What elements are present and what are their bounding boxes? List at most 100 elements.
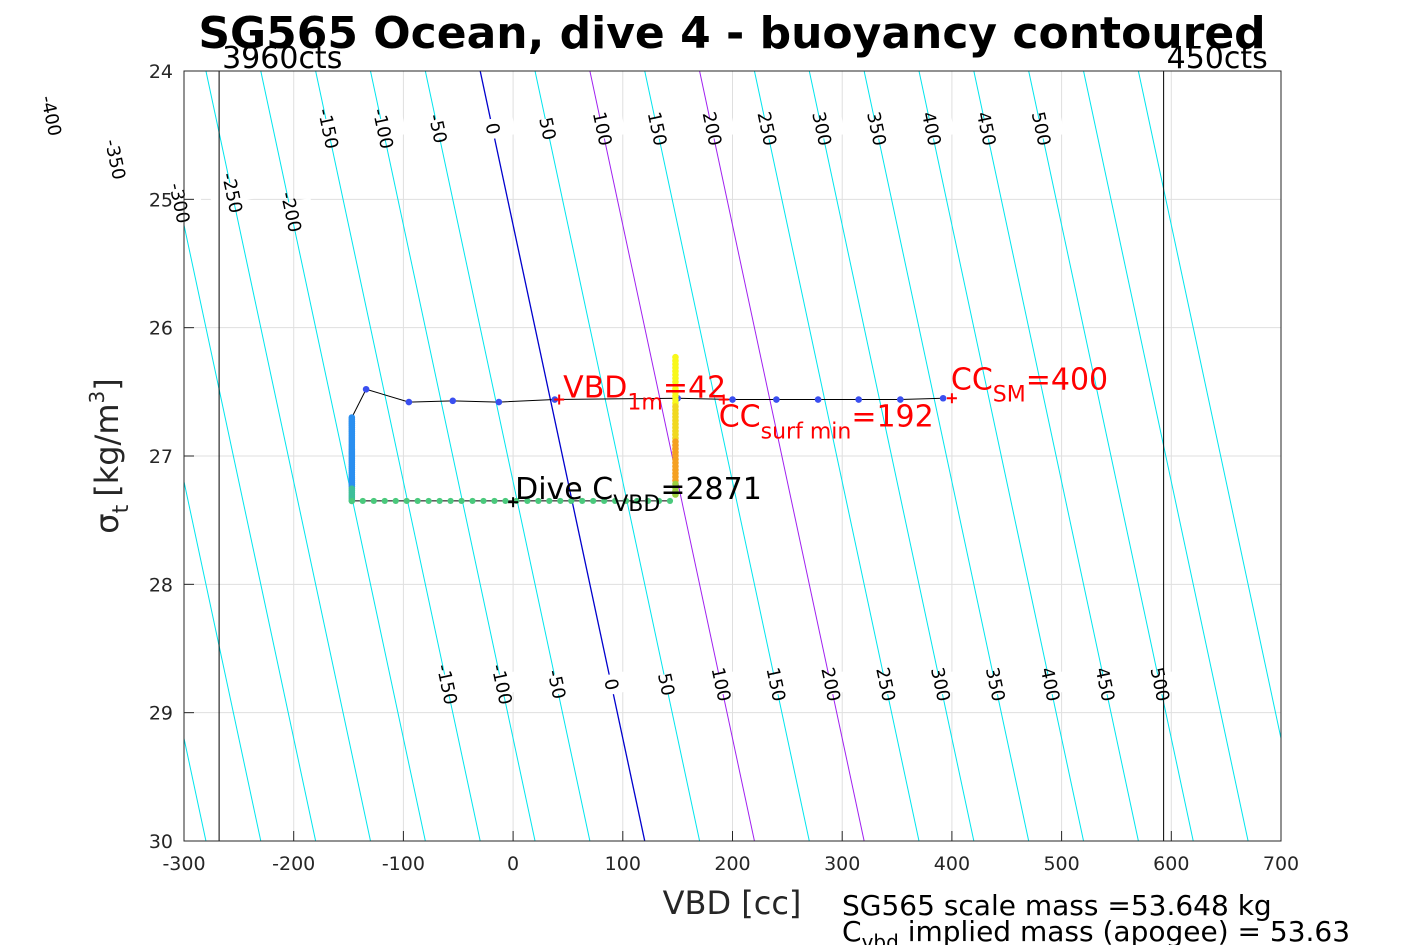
trajectory-point: [535, 497, 542, 505]
contour-bottom-label-bg: [587, 670, 635, 699]
axis-ticks: -300 -200 -100 0 100 200 300 400 500 600 700242526…: [149, 61, 1299, 875]
trajectory-point: [458, 497, 465, 505]
contour-line: [534, 71, 701, 841]
contour-line: [973, 71, 1139, 841]
contour-top-label: 0: [481, 121, 504, 137]
contour-line: [699, 71, 865, 841]
contour-top-label-bg: [155, 188, 203, 218]
trajectory-point: [425, 497, 432, 505]
trajectory-point: [449, 397, 457, 405]
x-tick-label: -300: [162, 853, 205, 875]
contour-bottom-label-bg: [861, 670, 910, 699]
trajectory-point: [362, 385, 370, 393]
x-tick-label: 700: [1263, 853, 1299, 875]
vbd-limit-label: 3960cts: [222, 41, 342, 76]
contour-top-label-bg: [798, 114, 846, 144]
contour-bottom-label-bg: [642, 670, 690, 699]
contour-bottom-label-bg: [1136, 670, 1184, 699]
trajectory-point: [491, 497, 498, 505]
trajectory-point: [814, 396, 822, 403]
x-tick-label: 600: [1153, 853, 1189, 875]
trajectory-point: [546, 497, 553, 505]
contour-line: [184, 222, 317, 841]
y-tick-label: 30: [149, 831, 173, 853]
x-tick-label: 0: [507, 853, 519, 875]
trajectory-point: [381, 497, 388, 505]
vbd1m-label: VBD1m=42: [563, 371, 726, 416]
contour-bottom-label-bg: [807, 670, 855, 699]
contour-labels: -400-350-300 -250 -200-150 -100 -50 0 50 100 150…: [27, 94, 1184, 707]
contour-bottom-label-bg: [697, 670, 745, 699]
x-tick-label: 100: [605, 853, 641, 875]
contour-bottom-label-bg: [1081, 670, 1129, 699]
y-tick-label: 29: [149, 703, 173, 725]
contour-top-label-bg: [1017, 114, 1065, 144]
contour-top-label-bg: [633, 114, 681, 144]
buoyancy-contours: [0, 71, 1281, 841]
descent-line: [351, 389, 367, 418]
contour-top-label-bg: [27, 101, 75, 131]
contour-top-label: -350: [100, 137, 129, 181]
x-tick-label: -100: [382, 853, 425, 875]
divec-label: Dive CVBD=2871: [515, 472, 762, 517]
ccsurf-label: CCsurf min=192: [719, 400, 934, 445]
contour-top-label-bg: [208, 178, 256, 208]
contour-top-label-bg: [523, 114, 571, 144]
contour-line: [184, 479, 262, 841]
contour-bottom-label-bg: [477, 670, 526, 699]
y-tick-label: 28: [149, 574, 173, 596]
trajectory-point: [557, 497, 564, 505]
contour-top-label-bg: [578, 114, 626, 144]
trajectory-point: [568, 497, 575, 505]
trajectory-point: [469, 497, 476, 505]
contour-line: [315, 71, 481, 841]
trajectory-point: [403, 497, 410, 505]
x-tick-label: 400: [934, 853, 970, 875]
contour-line: [808, 71, 975, 841]
contour-bottom-label-bg: [971, 670, 1019, 699]
chart-title: SG565 Ocean, dive 4 - buoyancy contoured: [198, 8, 1265, 59]
trajectory-point: [524, 497, 531, 505]
contour-line: [0, 71, 151, 841]
contour-line: [1028, 71, 1194, 841]
trajectory-point: [601, 497, 608, 505]
trajectory-point: [370, 497, 377, 505]
trajectory-point: [579, 497, 586, 505]
contour-top-label-bg: [359, 114, 407, 144]
trajectory-point: [622, 497, 630, 505]
contour-line: [1137, 71, 1281, 741]
contour-top-label: -400: [36, 94, 65, 138]
contour-bottom-label-bg: [423, 670, 471, 699]
trajectory-point: [590, 497, 597, 505]
trajectory-point: [897, 396, 904, 403]
trajectory-point: [729, 396, 736, 403]
trajectory-point: [495, 398, 503, 406]
contour-bottom-label-bg: [916, 670, 964, 699]
contour-line: [753, 71, 920, 841]
y-tick-label: 25: [149, 189, 173, 211]
contour-top-label-bg: [962, 114, 1010, 144]
trajectory-point: [502, 497, 509, 505]
contour-line: [1083, 71, 1249, 841]
contour-top-label-bg: [304, 114, 352, 144]
contour-top-label-bg: [743, 114, 791, 144]
trajectory-point: [480, 497, 487, 505]
trajectory-point: [655, 497, 663, 505]
x-tick-label: -200: [272, 853, 315, 875]
implied-mass-text: Cvbd implied mass (apogee) = 53.63: [842, 915, 1350, 945]
contour-top-label-bg: [852, 114, 901, 144]
contour-bottom-label-bg: [1026, 670, 1074, 699]
trajectory-point: [414, 497, 421, 505]
contour-bottom-label-bg: [532, 670, 581, 699]
contour-bottom-label: 0: [599, 677, 622, 693]
ccsm-label: CCSM=400: [951, 362, 1108, 407]
trajectory-point: [672, 491, 679, 498]
x-tick-label: 500: [1043, 853, 1079, 875]
contour-line: [0, 71, 96, 841]
trajectory-point: [773, 396, 780, 403]
trajectory-point: [939, 394, 947, 402]
trajectory-point: [644, 497, 652, 505]
trajectory-point: [348, 497, 355, 505]
